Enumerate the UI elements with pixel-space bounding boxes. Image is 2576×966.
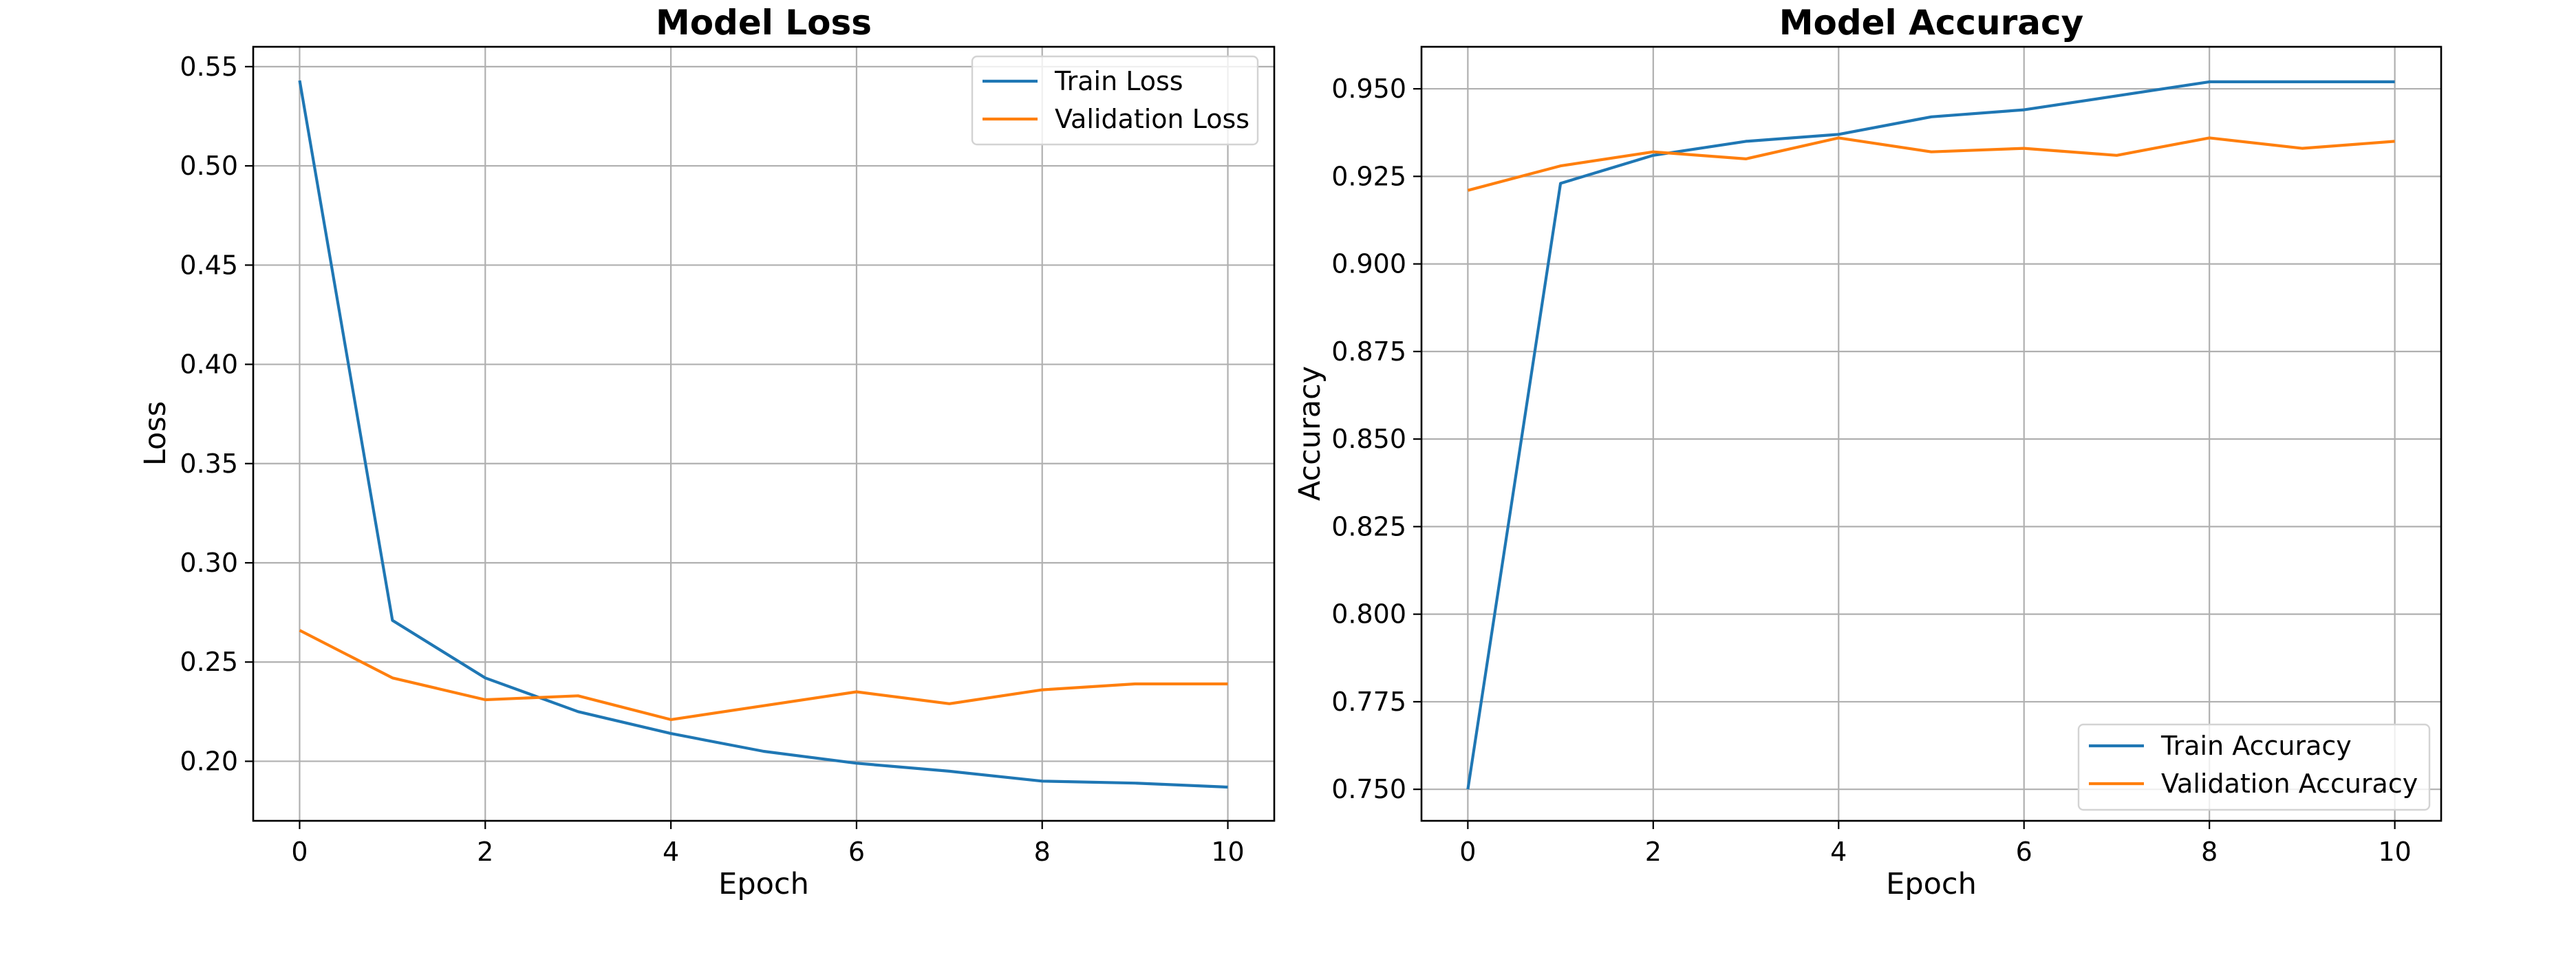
accuracy-series-line-validation-accuracy <box>1467 136 2395 192</box>
accuracy-y-tick-label: 0.775 <box>1331 687 1406 717</box>
loss-x-tick-label: 6 <box>848 837 865 867</box>
loss-x-axis-label: Epoch <box>718 867 809 901</box>
accuracy-y-tick-label: 0.825 <box>1331 511 1406 541</box>
loss-y-tick-label: 0.30 <box>180 548 238 578</box>
loss-legend-label-validation: Validation Loss <box>1055 104 1249 134</box>
loss-y-tick-label: 0.45 <box>180 250 238 280</box>
accuracy-x-axis-label: Epoch <box>1886 867 1977 901</box>
loss-y-axis-label: Loss <box>138 401 173 466</box>
accuracy-y-tick-label: 0.800 <box>1331 599 1406 630</box>
loss-series-line-validation-loss <box>299 629 1228 722</box>
loss-x-tick-label: 10 <box>1211 837 1244 867</box>
loss-legend-box <box>971 55 1259 146</box>
accuracy-chart: Model Accuracy 0 2 4 6 8 10 0.750 0.775 0.800 0.8… <box>1293 3 2443 901</box>
accuracy-series-line-train-accuracy <box>1466 80 2395 790</box>
accuracy-x-tick-label: 4 <box>1830 837 1847 867</box>
accuracy-x-tick-label: 6 <box>2016 837 2032 867</box>
loss-y-tick-label: 0.20 <box>180 746 238 776</box>
accuracy-legend-label-train: Train Accuracy <box>2160 731 2352 761</box>
accuracy-y-tick-label: 0.900 <box>1331 249 1406 279</box>
loss-y-tick-label: 0.25 <box>180 647 238 677</box>
loss-x-tick-label: 0 <box>291 837 308 867</box>
loss-series-line-train-loss <box>298 80 1228 789</box>
accuracy-y-tick-label: 0.750 <box>1331 774 1406 804</box>
loss-y-tick-label: 0.35 <box>180 449 238 479</box>
loss-legend: Train Loss Validation Loss <box>971 55 1259 146</box>
loss-x-tick-label: 2 <box>477 837 493 867</box>
loss-axis-ticks: 0 2 4 6 8 10 0.20 0.25 0.30 0.35 0.40 0.45 0.50 0.55 <box>180 52 1244 867</box>
accuracy-axes-frame <box>1420 45 2443 822</box>
loss-y-tick-label: 0.50 <box>180 151 238 181</box>
loss-series-lines <box>298 80 1228 789</box>
loss-y-tick-label: 0.55 <box>180 52 238 82</box>
accuracy-y-tick-label: 0.850 <box>1331 424 1406 454</box>
accuracy-x-tick-label: 2 <box>1645 837 1662 867</box>
loss-y-tick-label: 0.40 <box>180 350 238 380</box>
accuracy-x-tick-label: 8 <box>2201 837 2218 867</box>
accuracy-legend-label-validation: Validation Accuracy <box>2161 769 2418 799</box>
accuracy-legend-box <box>2077 723 2431 811</box>
accuracy-chart-title: Model Accuracy <box>1779 3 2084 43</box>
accuracy-y-tick-label: 0.875 <box>1331 336 1406 367</box>
accuracy-y-tick-label: 0.925 <box>1331 161 1406 191</box>
loss-legend-label-train: Train Loss <box>1054 66 1183 96</box>
loss-x-tick-label: 4 <box>663 837 679 867</box>
loss-chart-title: Model Loss <box>656 3 872 43</box>
accuracy-x-tick-label: 10 <box>2378 837 2411 867</box>
accuracy-y-tick-label: 0.950 <box>1331 74 1406 104</box>
loss-axes-frame <box>252 45 1276 822</box>
accuracy-axis-ticks: 0 2 4 6 8 10 0.750 0.775 0.800 0.825 0.850 0.875 0.9… <box>1331 74 2412 867</box>
loss-x-tick-label: 8 <box>1034 837 1051 867</box>
accuracy-legend: Train Accuracy Validation Accuracy <box>2077 723 2431 811</box>
accuracy-series-lines <box>1466 80 2395 790</box>
accuracy-x-tick-label: 0 <box>1459 837 1476 867</box>
loss-chart: Model Loss 0 2 4 6 8 10 0.20 0.25 0.30 0.35 0.40 0.… <box>138 3 1276 901</box>
accuracy-y-axis-label: Accuracy <box>1293 366 1327 501</box>
